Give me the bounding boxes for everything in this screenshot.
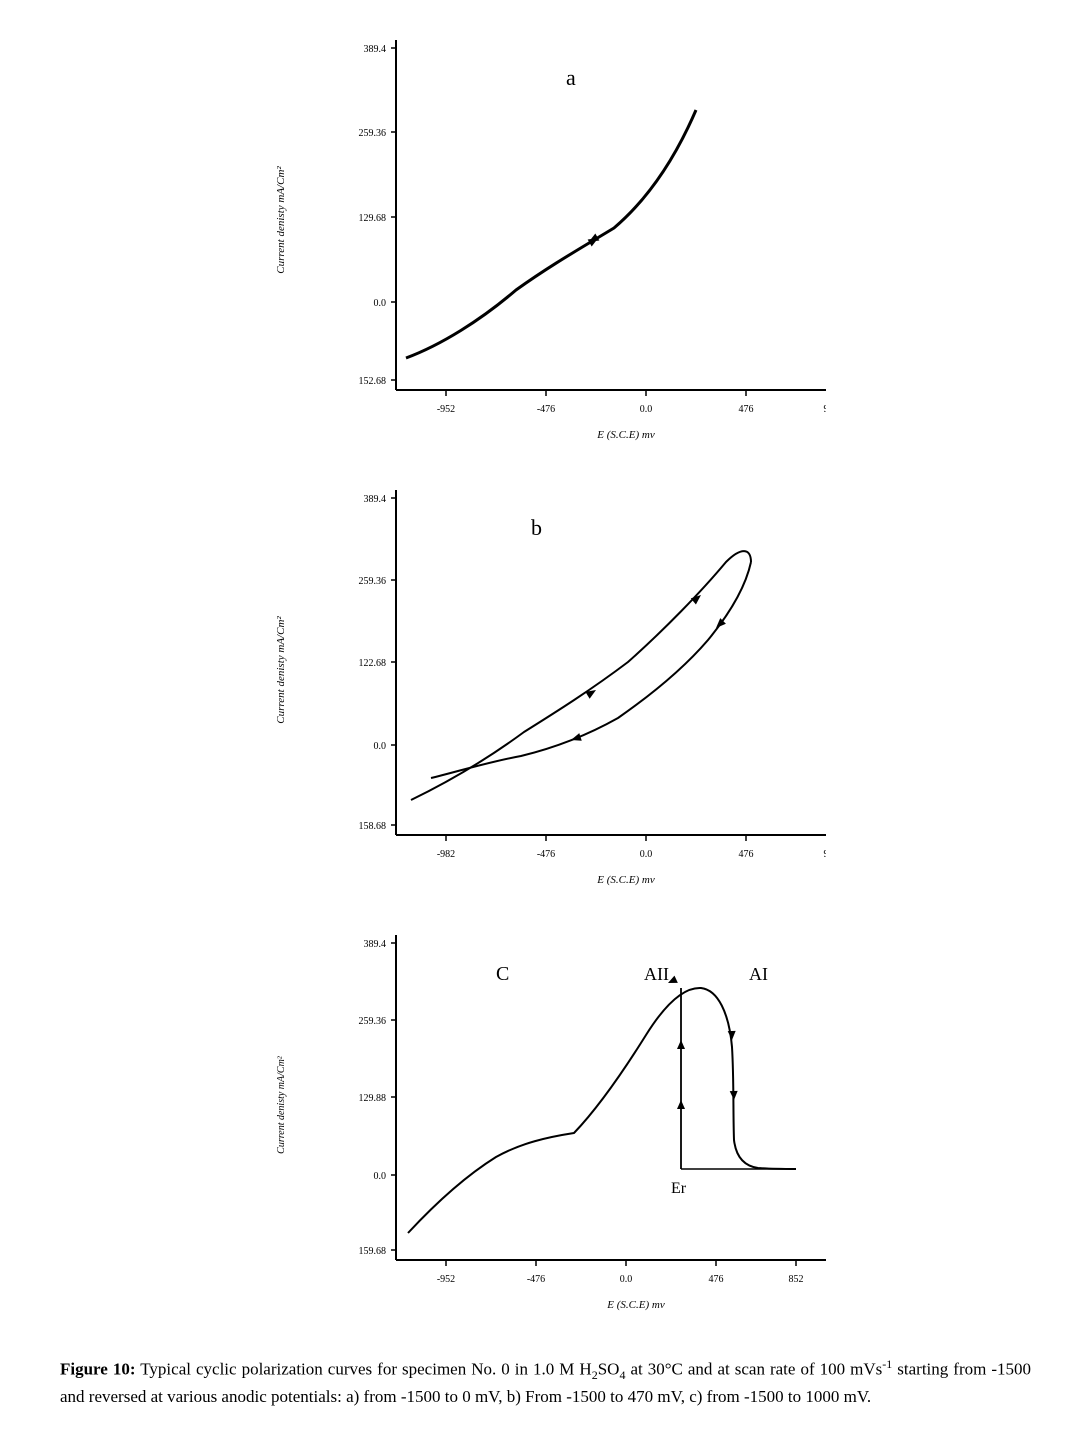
chart-b-ytick-4: 158.68 [358, 821, 386, 832]
chart-c-ytick-1: 259.36 [358, 1016, 386, 1027]
chart-c-arrow-down2 [729, 1091, 737, 1100]
caption-figure-label: Figure 10: [60, 1360, 136, 1379]
chart-c-ytick-3: 0.0 [373, 1171, 386, 1182]
chart-b-wrapper: Current denisty mA/Cm² 389.4 259.36 122.… [266, 470, 826, 910]
caption-text-2: SO [598, 1360, 620, 1379]
chart-b-ylabel: Current denisty mA/Cm² [275, 616, 287, 724]
chart-c-main-curve [408, 988, 796, 1233]
caption-text-1: Typical cyclic polarization curves for s… [136, 1360, 592, 1379]
chart-b-arrow-rev2 [569, 733, 581, 744]
chart-b-yticks: 389.4 259.36 122.68 0.0 158.68 [358, 494, 396, 832]
chart-c-xtick-3: 476 [708, 1274, 723, 1285]
chart-c-xtick-4: 852 [788, 1274, 803, 1285]
chart-a-xtick-1: -476 [536, 404, 554, 415]
chart-b-xtick-4: 952 [823, 849, 826, 860]
chart-a-ytick-4: 152.68 [358, 376, 386, 387]
chart-b-panel-label: b [531, 515, 542, 540]
chart-b-xtick-1: -476 [536, 849, 554, 860]
chart-c-label-ai: AI [749, 964, 768, 984]
chart-b-reverse-curve [431, 562, 751, 778]
figure-caption: Figure 10: Typical cyclic polarization c… [60, 1355, 1031, 1410]
chart-c-ylabel: Current denisty mA/Cm² [276, 1055, 287, 1154]
chart-c-panel-label: C [496, 963, 509, 985]
chart-a-xtick-0: -952 [436, 404, 454, 415]
chart-c-ytick-0: 389.4 [363, 939, 386, 950]
chart-a-xtick-3: 476 [738, 404, 753, 415]
chart-b-ytick-0: 389.4 [363, 494, 386, 505]
chart-a-wrapper: Current denisty mA/Cm² 389.4 259.36 129.… [266, 20, 826, 465]
chart-c-xtick-0: -952 [436, 1274, 454, 1285]
chart-a-xlabel: E (S.C.E) mv [596, 429, 655, 441]
caption-text-3: at 30°C and at scan rate of 100 mVs [625, 1360, 882, 1379]
chart-c-ytick-2: 129.88 [358, 1093, 386, 1104]
chart-c-xticks: -952 -476 0.0 476 852 [436, 1260, 803, 1285]
figure-container: Current denisty mA/Cm² 389.4 259.36 129.… [60, 20, 1031, 1410]
chart-c: Current denisty mA/Cm² 389.4 259.36 129.… [266, 915, 826, 1330]
chart-a-ytick-0: 389.4 [363, 44, 386, 55]
chart-b-xticks: -982 -476 0.0 476 952 [436, 835, 825, 860]
chart-a-ytick-1: 259.36 [358, 128, 386, 139]
chart-c-arrow-down1 [727, 1031, 735, 1040]
chart-b: Current denisty mA/Cm² 389.4 259.36 122.… [266, 470, 826, 905]
chart-b-ytick-3: 0.0 [373, 741, 386, 752]
chart-b-xlabel: E (S.C.E) mv [596, 874, 655, 886]
caption-sup-neg1: -1 [882, 1357, 892, 1371]
chart-b-xtick-3: 476 [738, 849, 753, 860]
chart-c-arrow-up1 [677, 1100, 685, 1109]
chart-b-xtick-2: 0.0 [639, 849, 652, 860]
chart-a-ytick-3: 0.0 [373, 298, 386, 309]
chart-a: Current denisty mA/Cm² 389.4 259.36 129.… [266, 20, 826, 460]
chart-c-xlabel: E (S.C.E) mv [606, 1299, 665, 1311]
chart-a-yticks: 389.4 259.36 129.68 0.0 152.68 [358, 44, 396, 387]
chart-c-label-aii: AII [644, 964, 669, 984]
chart-c-label-er: Er [671, 1180, 687, 1197]
chart-a-xtick-2: 0.0 [639, 404, 652, 415]
chart-b-xtick-0: -982 [436, 849, 454, 860]
chart-a-curve [406, 110, 696, 358]
chart-a-ylabel: Current denisty mA/Cm² [275, 166, 287, 274]
chart-b-ytick-1: 259.36 [358, 576, 386, 587]
chart-a-panel-label: a [566, 65, 576, 90]
chart-c-wrapper: Current denisty mA/Cm² 389.4 259.36 129.… [266, 915, 826, 1335]
chart-b-ytick-2: 122.68 [358, 658, 386, 669]
chart-a-xticks: -952 -476 0.0 476 952 [436, 390, 825, 415]
chart-c-yticks: 389.4 259.36 129.88 0.0 159.68 [358, 939, 396, 1257]
chart-c-xtick-2: 0.0 [619, 1274, 632, 1285]
chart-a-xtick-4: 952 [823, 404, 826, 415]
chart-a-ytick-2: 129.68 [358, 213, 386, 224]
chart-b-forward-curve [411, 551, 751, 800]
chart-c-ytick-4: 159.68 [358, 1246, 386, 1257]
chart-c-xtick-1: -476 [526, 1274, 544, 1285]
chart-c-arrow-up2 [677, 1040, 685, 1049]
